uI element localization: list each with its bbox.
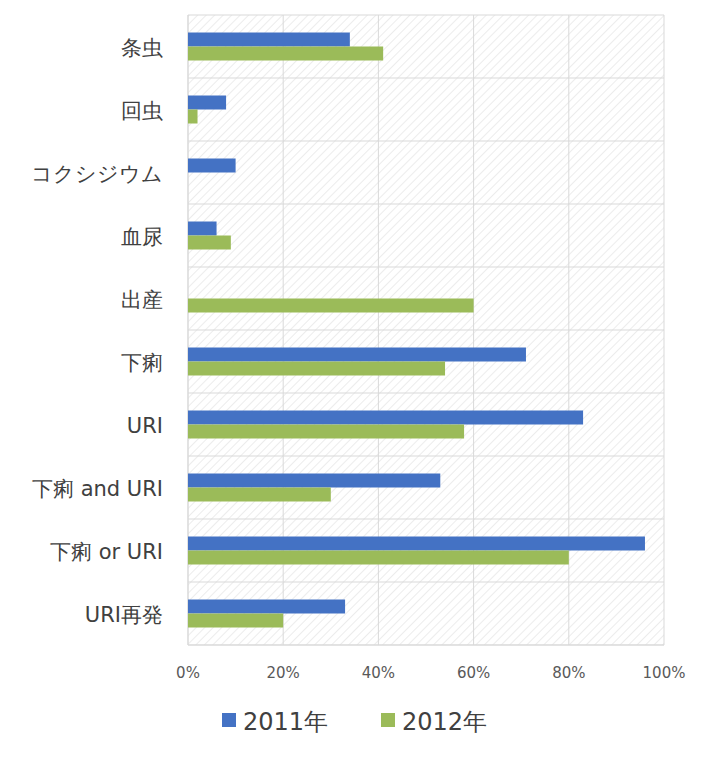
category-label: 条虫 xyxy=(121,36,163,60)
tick-label: 40% xyxy=(362,664,395,682)
category-label: 下痢 and URI xyxy=(32,477,163,501)
category-label: 下痢 or URI xyxy=(50,540,163,564)
bars xyxy=(188,33,645,628)
legend-label: 2012年 xyxy=(402,708,487,736)
category-label: 血尿 xyxy=(121,225,163,249)
legend-label: 2011年 xyxy=(243,708,328,736)
legend-swatch xyxy=(381,713,395,727)
bar xyxy=(188,159,236,173)
legend: 2011年 2012年 xyxy=(222,708,487,736)
chart-svg: 0% 20% 40% 60% 80% 100% 条虫回虫コクシジウム血尿出産下痢 URI 下痢 … xyxy=(0,0,709,761)
category-label: URI再発 xyxy=(85,603,163,627)
tick-label: 80% xyxy=(552,664,585,682)
bar xyxy=(188,474,440,488)
legend-swatch xyxy=(222,713,236,727)
bar xyxy=(188,348,526,362)
bar xyxy=(188,96,226,110)
category-separator xyxy=(188,582,664,583)
category-separator xyxy=(188,456,664,457)
category-separator xyxy=(188,519,664,520)
category-label: 出産 xyxy=(121,288,163,312)
plot-background xyxy=(188,15,664,645)
category-separator xyxy=(188,204,664,205)
category-label: 回虫 xyxy=(121,99,163,123)
bar xyxy=(188,411,583,425)
grid-line xyxy=(664,15,665,645)
tick-label: 60% xyxy=(457,664,490,682)
bar xyxy=(188,299,474,313)
category-separator xyxy=(188,393,664,394)
bar xyxy=(188,222,217,236)
bar xyxy=(188,33,350,47)
bar xyxy=(188,600,345,614)
bar xyxy=(188,362,445,376)
bar xyxy=(188,488,331,502)
tick-label: 100% xyxy=(643,664,686,682)
category-separator xyxy=(188,141,664,142)
category-label: 下痢 xyxy=(121,351,163,375)
category-separator xyxy=(188,15,664,16)
tick-label: 0% xyxy=(176,664,200,682)
bar xyxy=(188,236,231,250)
bar xyxy=(188,425,464,439)
category-separator xyxy=(188,78,664,79)
category-separator xyxy=(188,645,664,646)
category-label: コクシジウム xyxy=(31,162,163,186)
category-separator xyxy=(188,267,664,268)
bar xyxy=(188,47,383,61)
bar xyxy=(188,614,283,628)
chart-root: 0% 20% 40% 60% 80% 100% 条虫回虫コクシジウム血尿出産下痢 URI 下痢 … xyxy=(0,0,709,761)
bar xyxy=(188,110,198,124)
tick-label: 20% xyxy=(267,664,300,682)
bar xyxy=(188,551,569,565)
bar xyxy=(188,537,645,551)
category-separator xyxy=(188,330,664,331)
category-label: URI xyxy=(127,414,163,438)
x-axis-line xyxy=(188,645,664,646)
